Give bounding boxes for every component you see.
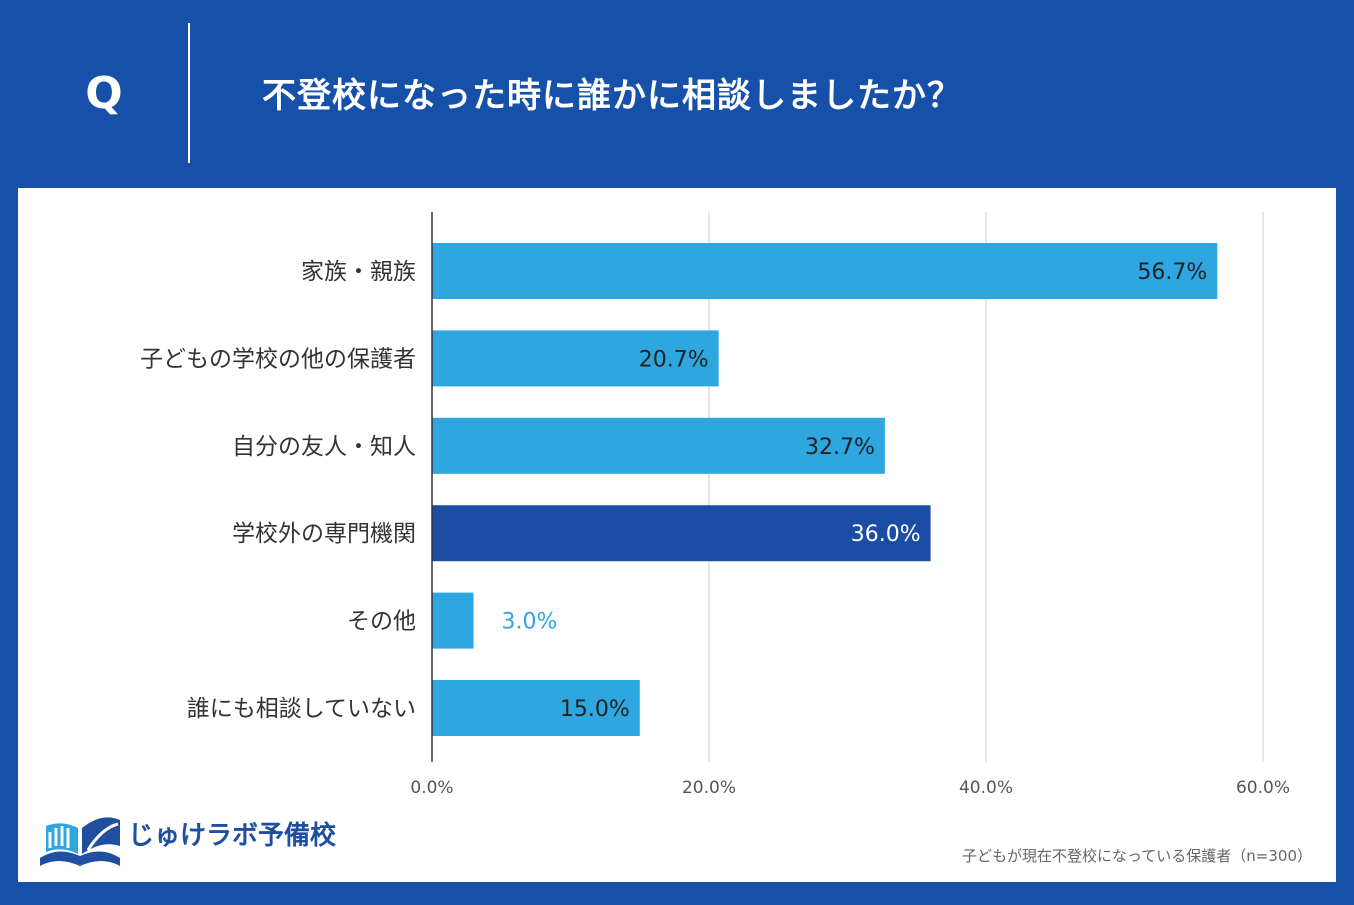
value-label: 3.0% [502,610,558,635]
category-label: 家族・親族 [301,259,416,285]
q-mark: Q [85,68,123,119]
category-label: 子どもの学校の他の保護者 [140,346,416,372]
x-tick-label: 40.0% [959,778,1013,798]
x-tick-label: 0.0% [410,778,453,798]
value-label: 15.0% [560,697,630,722]
sample-note: 子どもが現在不登校になっている保護者（n=300） [962,847,1312,865]
header-divider [188,23,190,163]
value-label: 36.0% [851,522,921,547]
bar [432,243,1218,299]
bar [432,417,885,474]
bar [432,505,931,562]
value-label: 56.7% [1137,260,1207,285]
category-label: 学校外の専門機関 [232,521,416,547]
x-tick-label: 20.0% [682,778,736,798]
value-label: 20.7% [639,347,709,372]
open-book-icon [40,817,120,866]
value-label: 32.7% [805,435,875,460]
category-label: 自分の友人・知人 [232,434,416,460]
header: Q 不登校になった時に誰かに相談しましたか？ [0,0,1354,188]
bar [432,330,719,387]
category-label: 誰にも相談していない [187,696,416,722]
logo-text: じゅけラボ予備校 [128,821,337,851]
bar [432,680,640,736]
question-title: 不登校になった時に誰かに相談しましたか？ [262,76,962,116]
category-label: その他 [347,609,416,635]
x-tick-label: 60.0% [1236,778,1290,798]
bar [432,592,474,649]
brand-logo: じゅけラボ予備校 [36,806,356,870]
